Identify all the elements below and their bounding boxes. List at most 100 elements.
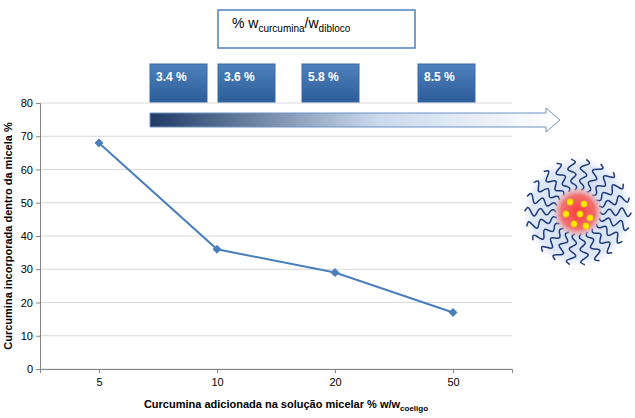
y-tick-label: 70 [21,130,33,142]
micelle-chain [533,223,560,240]
y-tick-label: 0 [27,363,33,375]
micelle-glow [520,154,635,270]
y-tick: 70 [21,130,40,142]
annotation-box-label: 8.5 % [424,70,455,84]
grid-line [40,269,512,270]
x-tick-mark [453,369,454,373]
x-axis-title-sub: coeligo [400,404,428,413]
y-tick: 0 [27,363,40,375]
x-tick: 5 [96,369,102,388]
x-axis-title: Curcumina adicionada na solução micelar … [144,398,428,413]
y-tick: 40 [21,230,40,242]
x-tick: 20 [329,369,341,388]
micelle-drug [577,211,583,217]
annotation-box: 5.8 % [302,64,359,102]
micelle-drug [571,221,577,227]
micelle-drug [587,215,593,221]
annotation-title: % wcurcumina/wdibloco [232,15,351,34]
micelle-illustration [520,154,635,270]
y-tick: 60 [21,164,40,176]
series-marker [449,309,457,317]
grid-line [40,236,512,237]
x-tick-mark [335,369,336,373]
x-tick-label: 5 [96,376,102,388]
y-tick-label: 50 [21,197,33,209]
micelle-chain [587,164,603,192]
series-line [99,143,453,313]
micelle-chain [599,196,629,207]
y-axis-line [36,104,41,370]
micelle-chain [597,184,624,201]
x-tick-mark [99,369,100,373]
annotation-box-bg [302,64,359,102]
micelle-chain [553,232,569,260]
y-axis-title: Curcumina incorporada dentro da micela % [2,122,14,350]
micelle-drug [581,201,587,207]
y-tick-label: 30 [21,263,33,275]
micelle-core [554,188,602,236]
y-tick-mark [36,269,40,270]
annotation-box: 3.4 % [150,64,207,102]
plot-area [95,139,457,316]
grid [40,103,512,369]
grid-line [40,335,512,336]
annotation-title-part: /w [305,15,320,31]
annotation-title-part: dibloco [319,23,351,34]
y-tick: 10 [21,330,40,342]
y-tick-mark [36,369,40,370]
x-axis-title-main: Curcumina adicionada na solução micelar … [144,398,401,410]
x-tick-label: 50 [447,376,459,388]
micelle-drug [583,223,589,229]
series-marker [331,269,339,277]
x-axis-line [41,370,513,374]
micelle-chain [580,159,590,190]
grid-line [40,202,512,203]
y-axis: 0 10 20 30 40 50 60 70 80 [21,97,41,375]
series-marker [95,139,103,147]
grid-line [40,302,512,303]
y-tick-label: 10 [21,330,33,342]
x-tick-label: 10 [211,376,223,388]
grid-line [40,103,512,104]
y-tick-label: 40 [21,230,33,242]
x-tick-mark [217,369,218,373]
annotation-box-bg [418,64,475,102]
annotation-box-label: 3.6 % [224,70,255,84]
y-tick-mark [36,136,40,137]
micelle-chain [566,234,576,265]
annotation-box: 3.6 % [218,64,275,102]
micelle-chain [599,218,629,230]
y-tick-mark [36,103,40,104]
annotation-title-part: % w [232,15,259,31]
y-tick-mark [36,236,40,237]
x-axis: 5 10 20 50 [41,369,513,388]
y-tick-mark [36,170,40,171]
annotation-box-bg [150,64,207,102]
y-tick-label: 80 [21,97,33,109]
micelle-chain [579,234,588,265]
annotation-box-label: 3.4 % [156,70,187,84]
arrow [150,108,560,132]
x-tick: 50 [447,369,459,388]
y-tick-label: 60 [21,164,33,176]
x-tick-label: 20 [329,376,341,388]
x-tick: 10 [211,369,223,388]
grid-line [40,136,512,137]
micelle-chain [527,217,557,228]
y-tick: 20 [21,297,40,309]
y-tick: 50 [21,197,40,209]
annotation-box-bg [218,64,275,102]
y-tick-mark [36,203,40,204]
y-tick: 30 [21,263,40,275]
annotation-title-part: curcumina [258,23,305,34]
micelle-drug [563,211,569,217]
micelle-chain [600,208,631,216]
y-tick-label: 20 [21,297,33,309]
annotation-box: 8.5 % [418,64,475,102]
y-tick-mark [36,336,40,337]
y-tick: 80 [21,97,40,109]
y-tick-mark [36,303,40,304]
annotation-box-label: 5.8 % [308,70,339,84]
micelle-chain [525,207,556,215]
micelle-chain [568,159,577,190]
